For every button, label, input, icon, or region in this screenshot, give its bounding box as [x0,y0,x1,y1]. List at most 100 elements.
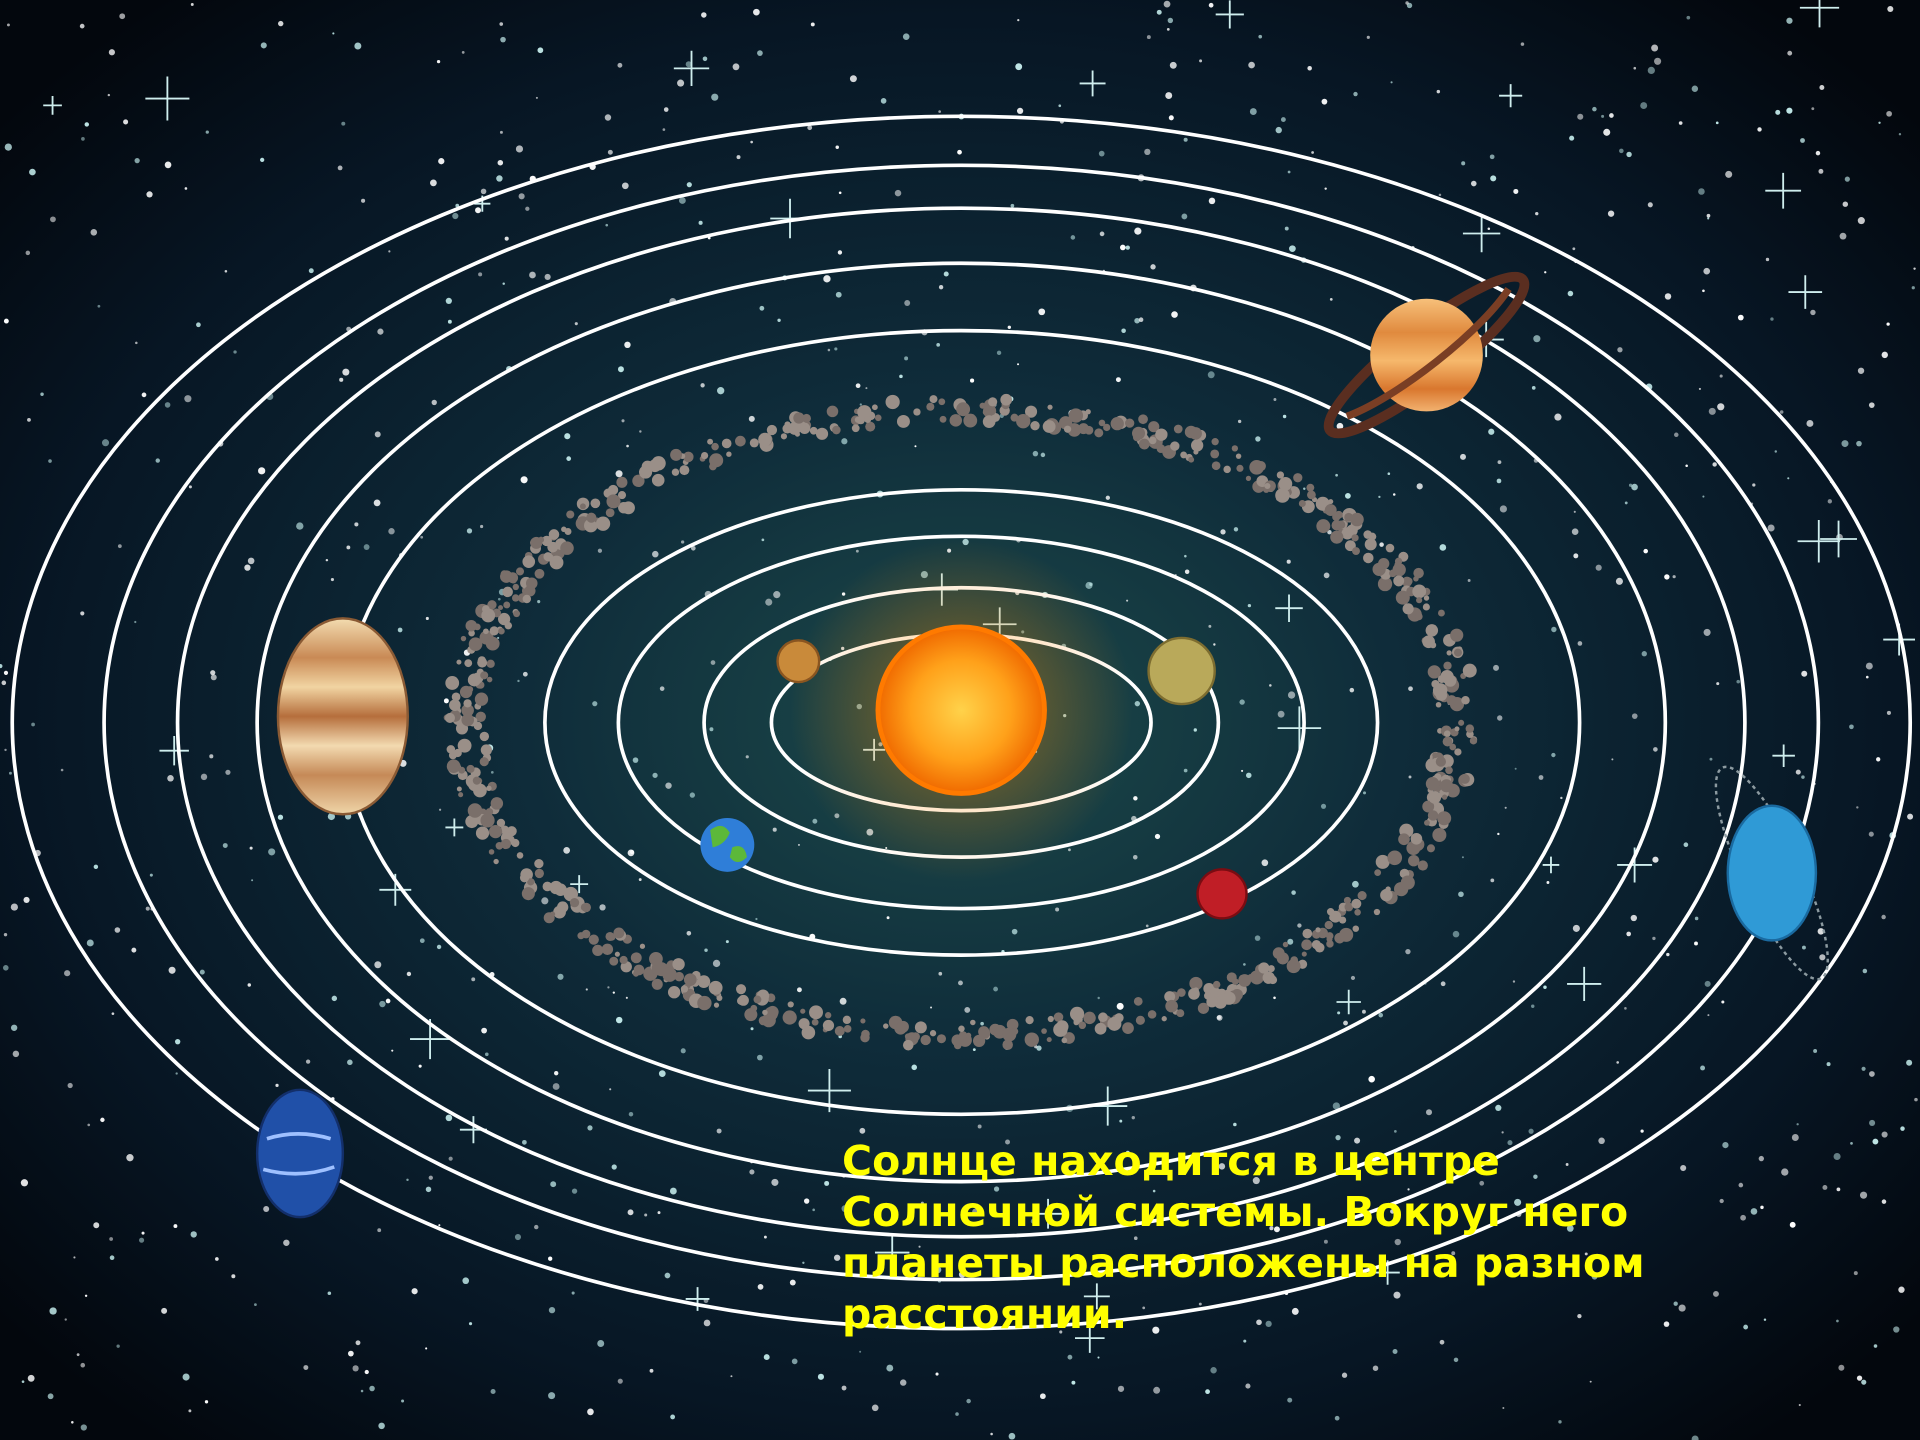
asteroid [560,541,574,555]
star [944,272,949,277]
star [481,189,487,195]
star [545,274,551,280]
star [1827,1062,1831,1066]
star [762,538,765,541]
asteroid [883,1023,888,1028]
star [1893,1326,1899,1332]
star [1569,136,1574,141]
star [900,1379,906,1385]
asteroid [652,979,663,990]
asteroid [522,555,535,568]
star [27,418,31,422]
star [1881,915,1885,919]
asteroid [474,623,481,630]
star [1502,1407,1504,1409]
star [3,965,9,971]
star [1914,1098,1918,1102]
star [1707,217,1709,219]
asteroid [483,628,489,634]
star [26,251,30,255]
star [663,128,666,131]
star [87,1124,90,1127]
asteroid [1290,956,1298,964]
star [1528,1129,1533,1134]
asteroid [1408,855,1419,866]
star [332,32,334,34]
star [1640,102,1647,109]
star [176,1072,178,1074]
star [1500,505,1507,512]
star [841,438,847,444]
asteroid [1177,988,1186,997]
asteroid [920,1035,930,1045]
asteroid [1299,500,1306,507]
asteroid [458,767,465,774]
star [448,320,452,324]
star [449,1157,453,1161]
asteroid [1460,774,1470,784]
asteroid [491,797,503,809]
star [1040,1393,1046,1399]
asteroid [950,414,962,426]
star [1625,502,1628,505]
asteroid [1374,909,1380,915]
star [733,63,740,70]
asteroid [1428,791,1441,804]
star [374,961,381,968]
asteroid [460,686,472,698]
asteroid [461,636,466,641]
star [112,1012,115,1015]
star [4,933,7,936]
asteroid [1374,869,1381,876]
asteroid [1273,947,1285,959]
star [365,1370,369,1374]
star [966,1399,970,1403]
star [628,1209,634,1215]
star [1184,138,1188,142]
star [206,131,209,134]
star [1705,981,1711,987]
star [446,1115,453,1122]
asteroid [1048,1016,1054,1022]
star [1845,177,1850,182]
star [167,775,174,782]
asteroid [1326,940,1333,947]
star [1097,997,1099,999]
star [1337,1011,1340,1014]
star [699,221,703,225]
star [1698,188,1705,195]
star [332,996,337,1001]
star [49,1307,56,1314]
asteroid [580,503,586,509]
star [553,1083,560,1090]
star [28,1375,35,1382]
asteroid [1069,408,1083,422]
star [1837,1188,1841,1192]
star [1834,1153,1841,1160]
star [665,782,671,788]
star [1441,981,1446,986]
asteroid [652,474,665,487]
star [1241,770,1243,772]
star [1539,775,1544,780]
star [1289,245,1296,252]
star [751,1027,754,1030]
asteroid [468,673,481,686]
sun [878,627,1045,794]
star [1335,1416,1340,1421]
asteroid [1236,453,1241,458]
asteroid [553,557,561,565]
asteroid [1064,426,1071,433]
asteroid [581,903,589,911]
star [597,1340,604,1347]
star [566,456,571,461]
asteroid [860,1018,865,1023]
asteroid [827,406,839,418]
star [61,769,64,772]
star [1686,16,1690,20]
star [420,536,423,539]
star [704,948,707,951]
asteroid [954,1037,961,1044]
star [687,182,692,187]
star [248,983,251,986]
